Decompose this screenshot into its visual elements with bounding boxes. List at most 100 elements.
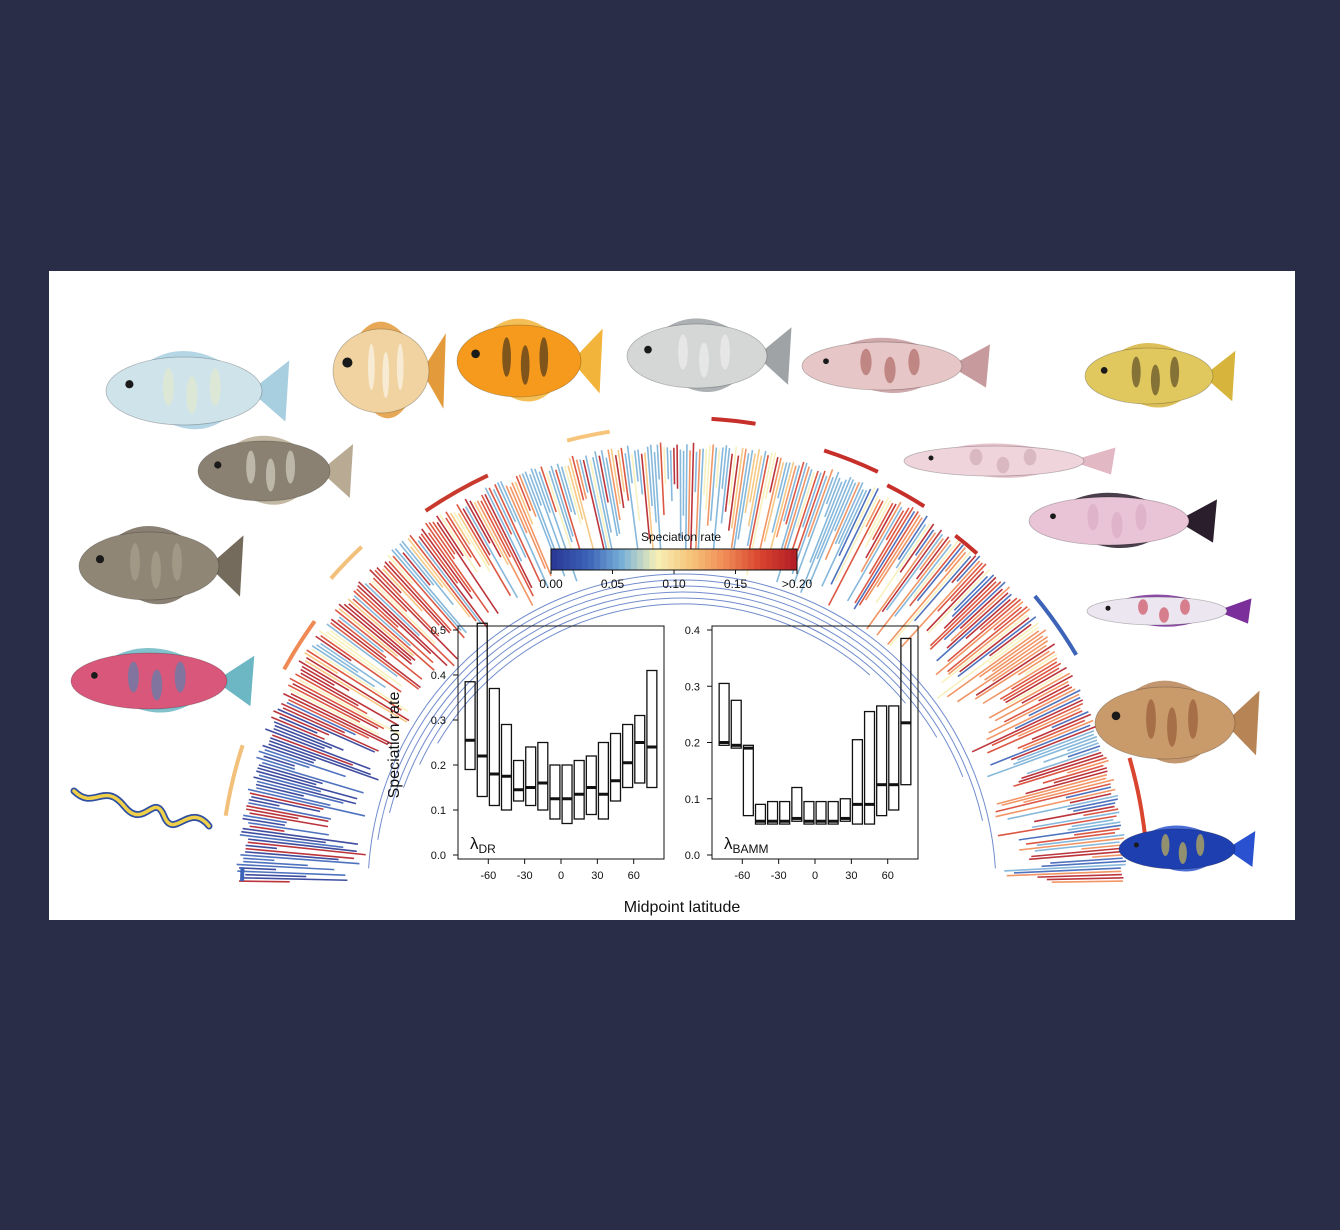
tree-branch <box>548 470 573 543</box>
tree-branch <box>1065 786 1112 799</box>
tree-branch <box>262 744 315 764</box>
tree-branch <box>560 466 577 516</box>
tree-branch <box>737 449 754 540</box>
tree-branch <box>1025 770 1108 795</box>
clade-bar <box>329 545 364 580</box>
tree-branch <box>929 581 1002 650</box>
tree-branch <box>801 472 822 528</box>
tree-branch <box>1018 824 1122 841</box>
colorbar-cell <box>753 549 761 570</box>
tree-branch <box>1023 778 1115 804</box>
box-range <box>730 699 742 749</box>
x-tick-label: -30 <box>517 870 533 882</box>
tree-branch <box>436 521 499 614</box>
tree-branch <box>518 474 537 518</box>
box-range <box>742 744 754 817</box>
tree-branch <box>947 608 1031 675</box>
tree-branch <box>834 482 864 545</box>
y-tick-label: 0.2 <box>431 760 446 772</box>
tree-branch <box>256 756 296 770</box>
tree-branch <box>306 649 402 711</box>
tree-branch <box>994 680 1069 722</box>
tree-branch <box>646 446 653 507</box>
x-tick-label: 30 <box>591 870 603 882</box>
tree-branch <box>256 787 331 807</box>
colorbar-cell <box>772 549 780 570</box>
tree-branch <box>766 461 795 565</box>
tree-branch <box>325 631 403 687</box>
tree-branch <box>368 582 455 667</box>
tree-branch <box>357 585 432 655</box>
colorbar-cell <box>581 549 589 570</box>
box-range <box>851 739 864 825</box>
tree-branch <box>860 501 902 573</box>
tree-branch <box>484 493 533 589</box>
tree-branch <box>1022 719 1094 750</box>
tree-branch <box>563 465 582 525</box>
tree-branch <box>251 795 321 813</box>
tree-branch <box>889 549 973 647</box>
y-tick-label: 0.4 <box>431 670 446 682</box>
tree-branch <box>885 533 944 611</box>
tree-branch <box>1031 811 1120 829</box>
tree-branch <box>353 590 434 664</box>
colorbar-tick-label: 0.15 <box>724 577 748 591</box>
tree-branch <box>268 743 316 762</box>
y-tick-label: 0.3 <box>431 715 446 727</box>
colorbar-cell <box>766 549 773 570</box>
tree-branch <box>720 447 731 524</box>
tree-branch <box>369 569 458 660</box>
tree-branch <box>417 540 482 625</box>
y-tick-label: 0.2 <box>685 738 700 750</box>
clade-bar <box>711 416 756 426</box>
tree-branch <box>236 863 335 871</box>
tree-branch <box>273 721 344 751</box>
tree-branch <box>947 598 1022 663</box>
box-range <box>766 800 779 825</box>
x-tick-label: 60 <box>628 870 640 882</box>
tree-branch <box>258 764 323 785</box>
y-tick-label: 0.1 <box>685 794 700 806</box>
colorbar-cell <box>698 549 706 570</box>
tree-branch <box>1038 684 1070 702</box>
tree-branch <box>394 548 467 634</box>
tree-branch <box>1031 847 1123 858</box>
tree-branch <box>356 588 399 628</box>
pufferfish-illustration <box>197 435 354 505</box>
tree-branch <box>909 542 962 607</box>
tree-branch <box>901 560 981 648</box>
tree-branch <box>391 549 462 631</box>
tree-branch <box>866 532 937 630</box>
tree-branch <box>1025 831 1116 845</box>
flounder-illustration <box>1094 680 1260 764</box>
tree-branch <box>730 448 747 549</box>
tree-branch <box>653 451 663 565</box>
box-range <box>646 669 658 789</box>
tree-branch <box>371 580 436 645</box>
panel-label: λBAMM <box>724 834 769 856</box>
tree-branch <box>965 598 1011 640</box>
tree-branch <box>282 707 379 752</box>
tree-branch <box>289 677 385 730</box>
tree-branch <box>352 598 435 671</box>
box-range <box>863 710 876 825</box>
tree-branch <box>418 536 488 628</box>
rockfish-illustration <box>1084 343 1236 408</box>
tree-branch <box>913 555 972 622</box>
tree-branch <box>432 521 456 555</box>
tree-branch <box>306 656 410 722</box>
tree-branch <box>242 817 286 827</box>
tree-branch <box>348 603 416 662</box>
tree-branch <box>926 570 985 632</box>
box-range <box>549 764 561 820</box>
tree-branch <box>640 453 651 540</box>
tree-branch <box>315 635 352 662</box>
tree-branch <box>245 844 278 850</box>
tree-branch <box>988 672 1071 719</box>
tree-branch <box>464 498 491 544</box>
tree-branch <box>783 465 801 522</box>
tree-branch <box>865 498 881 528</box>
tree-branch <box>409 534 477 622</box>
tree-branch <box>748 455 770 550</box>
tree-branch <box>407 537 471 618</box>
